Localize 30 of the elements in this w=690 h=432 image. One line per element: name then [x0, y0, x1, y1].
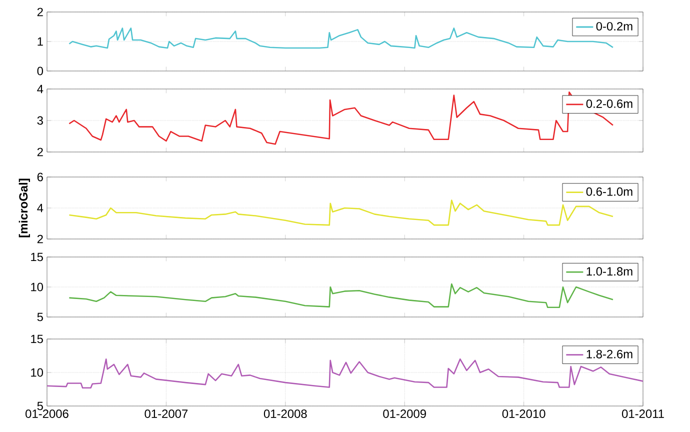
x-tick-label: 01-2011 — [622, 410, 664, 418]
y-tick-label: 4 — [37, 84, 44, 94]
line-series — [47, 358, 644, 389]
y-tick-label: 2 — [37, 148, 43, 156]
y-tick-label: 10 — [31, 368, 44, 377]
x-tick-label: 01-2007 — [144, 410, 188, 418]
x-tick-label: 01-2010 — [502, 410, 546, 418]
y-tick-label: 4 — [37, 204, 44, 212]
legend-label: 0.6-1.0m — [586, 187, 632, 196]
y-axis-title: [microGal] — [18, 178, 30, 238]
y-tick-label: 1 — [38, 37, 43, 46]
y-tick-label: 6 — [37, 172, 43, 182]
line-series — [68, 200, 614, 226]
x-tick-label: 01-2008 — [264, 410, 307, 418]
legend-label: 1.8-2.6m — [586, 350, 632, 358]
y-tick-label: 2 — [37, 234, 43, 244]
y-tick-label: 5 — [37, 402, 43, 410]
x-tick-label: 01-2009 — [383, 410, 426, 418]
y-tick-label: 15 — [31, 252, 43, 262]
legend-label: 1.0-1.8m — [586, 267, 632, 276]
line-series — [68, 283, 614, 308]
y-tick-label: 15 — [31, 334, 43, 344]
y-tick-label: 5 — [37, 312, 43, 322]
y-tick-label: 0 — [37, 66, 44, 76]
x-tick-label: 01-2006 — [26, 410, 68, 418]
y-tick-label: 2 — [37, 8, 43, 16]
y-tick-label: 3 — [37, 116, 43, 125]
y-tick-label: 10 — [31, 282, 44, 292]
legend-label: 0-0.2m — [596, 22, 632, 31]
legend-label: 0.2-0.6m — [586, 99, 632, 108]
